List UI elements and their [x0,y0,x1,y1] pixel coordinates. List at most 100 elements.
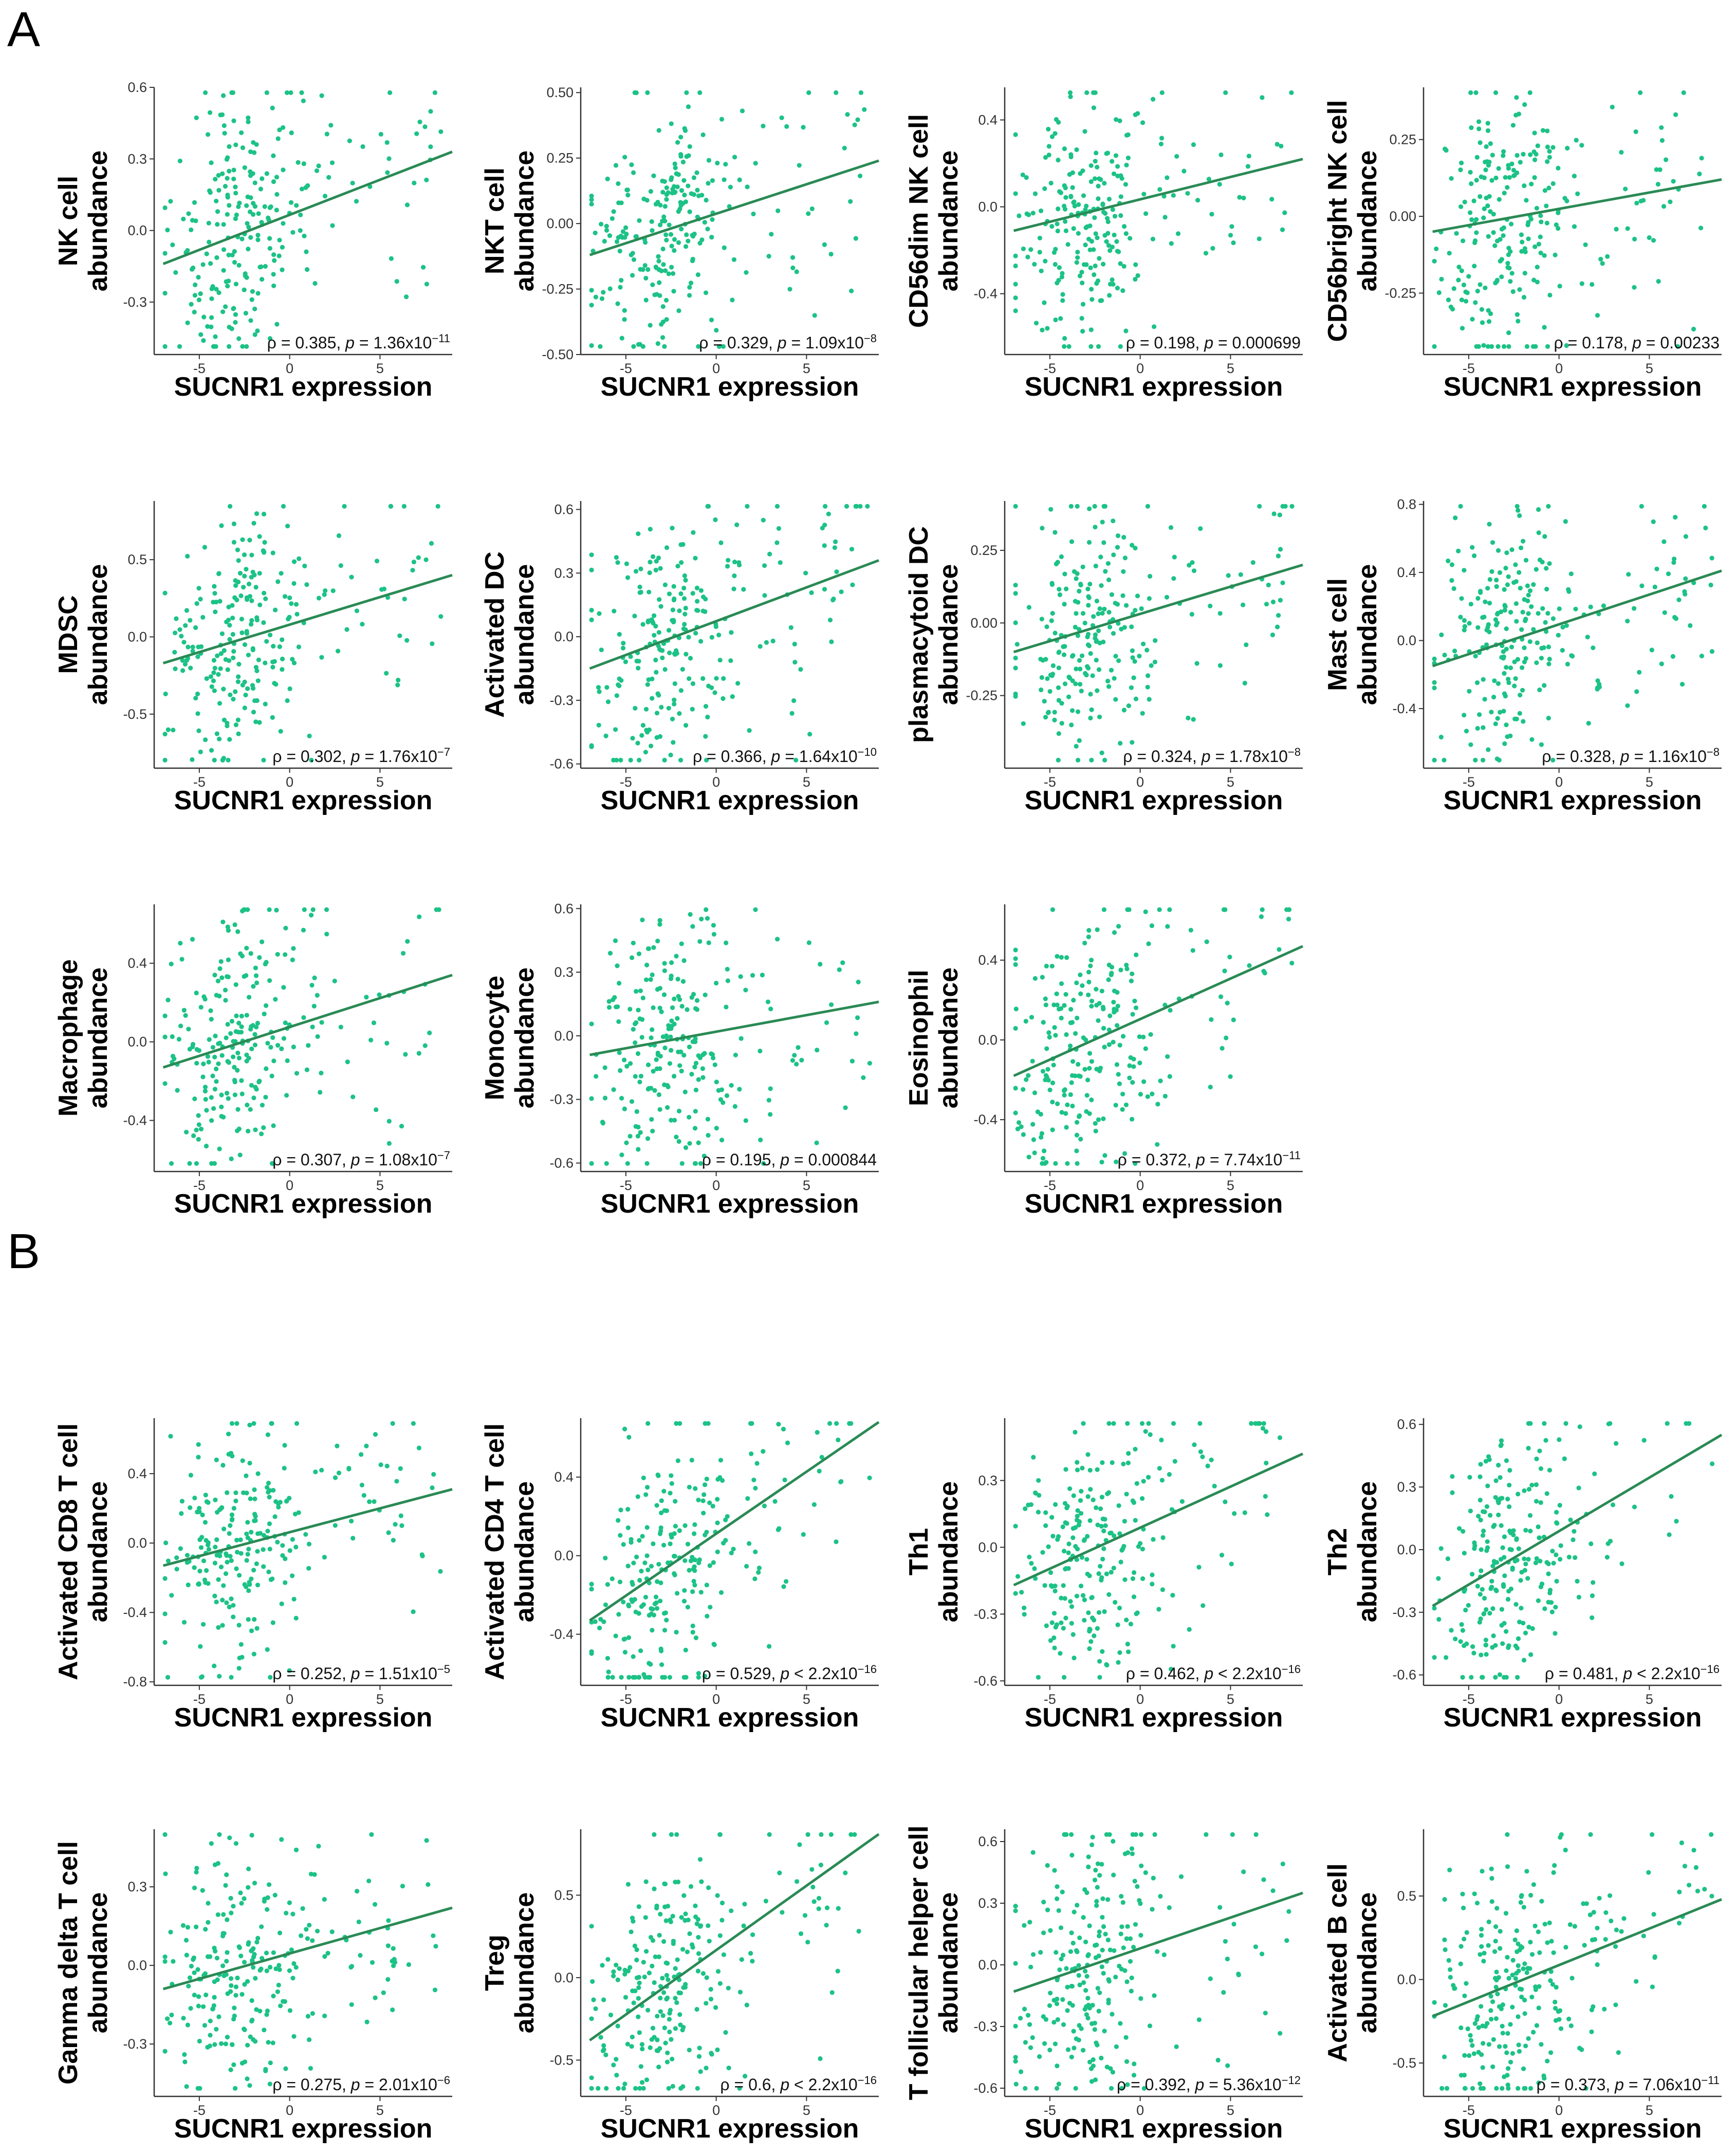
data-point [319,1020,324,1025]
data-point [710,1503,715,1509]
data-point [1508,733,1513,738]
data-point [287,2008,293,2013]
data-point [1122,1577,1128,1582]
data-point [753,907,758,912]
data-point [660,246,666,252]
data-point [1503,694,1508,699]
data-point [1641,198,1646,203]
data-point [1078,991,1083,996]
data-point [1026,1073,1031,1078]
data-point [1086,928,1092,933]
data-point [1623,187,1628,192]
data-point [263,961,268,967]
data-point [1654,167,1659,172]
data-point [271,153,276,158]
data-point [1487,194,1492,199]
data-point [254,2007,259,2012]
data-point [246,1866,251,1871]
data-point [1516,319,1521,324]
data-point [1087,1627,1093,1632]
data-point [1468,210,1473,215]
data-point [399,1124,404,1129]
data-point [290,1537,295,1542]
annotation-part: −16 [858,2074,877,2087]
data-point [1135,111,1140,116]
data-point [631,1027,636,1032]
data-point [1116,658,1121,663]
data-point [678,203,684,208]
data-point [202,2023,207,2028]
data-point [1111,1566,1116,1571]
data-point [252,1032,257,1037]
x-axis-title: SUCNR1 expression [1444,786,1702,815]
data-point [705,227,710,232]
data-point [1088,344,1094,349]
data-point [1017,1120,1022,1125]
data-point [1074,744,1079,749]
annotation-part: p [1195,1150,1205,1169]
data-point [298,228,303,233]
data-point [1148,1032,1153,1037]
data-point [217,966,223,971]
data-point [271,252,276,257]
data-point [784,1579,789,1584]
data-point [666,271,671,276]
y-axis-title: Activated CD8 T cellabundance [53,1423,113,1680]
data-point [1118,1931,1123,1937]
data-point [1510,1567,1515,1572]
data-point [745,1496,750,1501]
data-point [1688,623,1693,628]
data-point [668,752,673,757]
data-point [1284,907,1289,912]
data-point [1192,1442,1197,1447]
data-point [1086,2002,1091,2008]
correlation-annotation: ρ = 0.324, p = 1.78x10−8 [1123,746,1301,766]
data-point [792,660,798,665]
x-tick-label: 5 [803,1692,810,1707]
data-point [667,2029,672,2035]
data-point [679,1068,684,1074]
data-point [1056,757,1061,763]
data-point [1113,1600,1118,1605]
data-point [1506,163,1511,168]
data-point [198,332,204,337]
data-point [1536,530,1541,535]
data-point [212,1995,217,2000]
data-point [181,2016,186,2021]
correlation-annotation: ρ = 0.481, p < 2.2x10−16 [1545,1663,1720,1683]
y-axis-title-line: abundance [510,968,540,1109]
data-point [662,757,667,763]
data-point [1174,2044,1179,2049]
data-point [1209,1457,1214,1462]
data-point [1103,1931,1108,1937]
data-point [1289,90,1294,95]
data-point [1231,240,1236,246]
x-axis-title: SUCNR1 expression [174,372,433,402]
data-point [589,1924,594,1929]
data-point [658,604,663,609]
data-point [391,1946,396,1951]
data-point [1064,586,1069,591]
data-point [1529,737,1535,742]
data-point [325,1950,330,1956]
data-point [1494,238,1500,244]
data-point [1155,1949,1160,1954]
data-point [1280,504,1285,509]
data-point [1574,138,1579,143]
data-point [1075,504,1080,509]
data-point [1148,573,1153,579]
data-point [206,1060,211,1065]
correlation-annotation: ρ = 0.529, p < 2.2x10−16 [702,1663,877,1683]
data-point [192,1970,197,1975]
data-point [180,1923,186,1928]
data-point [1493,90,1499,95]
data-point [248,1107,253,1112]
data-point [193,625,198,630]
data-point [690,591,695,596]
data-point [1102,504,1107,509]
y-tick-label: 0.0 [554,629,574,644]
data-point [184,1953,189,1958]
data-point [1118,344,1123,349]
data-point [704,757,709,763]
